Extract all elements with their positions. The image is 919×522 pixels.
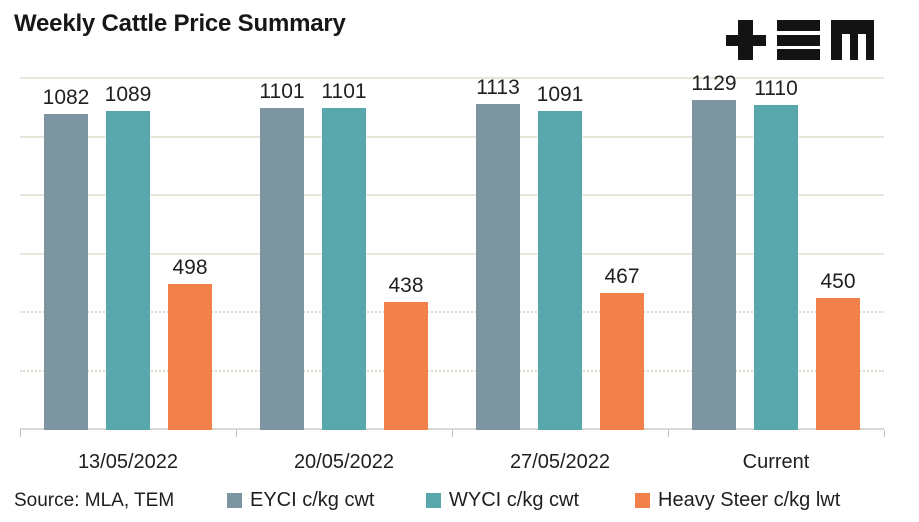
triple-bar-icon	[777, 20, 820, 60]
legend-item-2: WYCI c/kg cwt	[426, 489, 579, 511]
x-axis-label: Current	[742, 451, 810, 473]
x-axis-label: 13/05/2022	[77, 451, 179, 473]
gridline-400	[20, 311, 884, 313]
gridline-800	[20, 194, 884, 196]
bar-value-label: 438	[388, 273, 424, 297]
bar-wyci-3	[538, 110, 582, 430]
bar-wyci-2	[322, 107, 366, 430]
bar-value-label: 1089	[104, 83, 152, 107]
bar-eyci-3	[476, 104, 520, 430]
bar-eyci-2	[260, 107, 304, 430]
axis-tick	[668, 430, 669, 437]
chart-title: Weekly Cattle Price Summary	[14, 10, 346, 37]
bar-value-label: 1129	[691, 71, 737, 95]
bar-heavy-3	[600, 293, 644, 430]
gridline-1200	[20, 77, 884, 79]
bar-value-label: 1113	[476, 76, 520, 100]
x-axis-label: 20/05/2022	[293, 451, 395, 473]
x-axis-label: 27/05/2022	[509, 451, 611, 473]
legend-label: WYCI c/kg cwt	[449, 489, 580, 511]
legend-swatch	[227, 493, 242, 508]
bar-value-label: 1082	[42, 85, 90, 109]
bar-wyci-1	[106, 111, 150, 430]
bar-value-label: 450	[820, 270, 856, 294]
legend-item-3: Heavy Steer c/kg lwt	[635, 489, 840, 511]
axis-tick	[20, 430, 21, 437]
plus-icon	[726, 20, 766, 60]
axis-tick	[236, 430, 237, 437]
gridline-1000	[20, 135, 884, 138]
bar-heavy-4	[816, 298, 860, 430]
bar-value-label: 467	[604, 265, 640, 289]
x-axis-line	[20, 428, 884, 430]
legend-swatch	[426, 493, 441, 508]
source-note: Source: MLA, TEM	[14, 490, 175, 511]
bar-value-label: 1101	[259, 79, 305, 103]
legend-swatch	[635, 493, 650, 508]
gridline-200	[20, 369, 884, 372]
bar-value-label: 1091	[536, 82, 584, 106]
legend-label: Heavy Steer c/kg lwt	[658, 489, 841, 511]
m-icon	[831, 20, 874, 60]
bar-wyci-4	[754, 105, 798, 430]
bar-value-label: 1110	[754, 77, 798, 101]
axis-tick	[452, 430, 453, 437]
legend-item-1: EYCI c/kg cwt	[227, 489, 374, 511]
legend-label: EYCI c/kg cwt	[250, 489, 375, 511]
bar-eyci-1	[44, 113, 88, 430]
axis-tick	[884, 430, 885, 437]
bar-value-label: 1101	[321, 79, 367, 103]
gridline-600	[20, 252, 884, 255]
bar-eyci-4	[692, 99, 736, 430]
tem-logo	[726, 20, 874, 60]
bar-value-label: 498	[172, 256, 208, 280]
bar-heavy-1	[168, 284, 212, 430]
bar-heavy-2	[384, 301, 428, 430]
